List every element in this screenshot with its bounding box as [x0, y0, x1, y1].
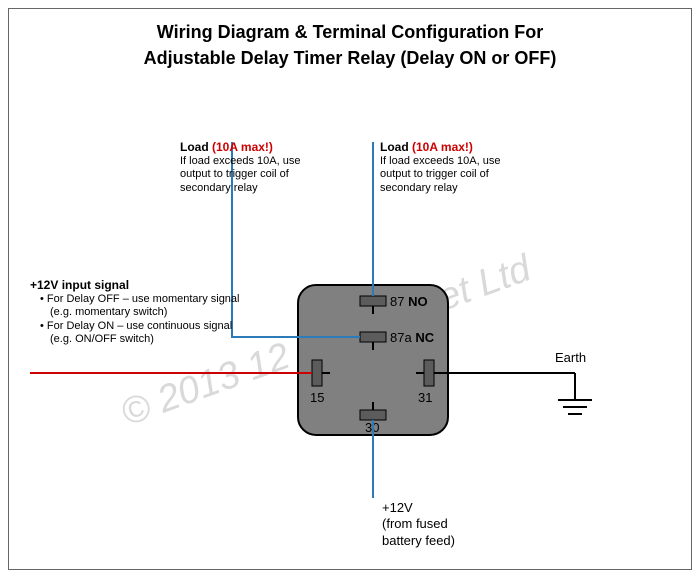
- terminal-87a-pad: [360, 332, 386, 342]
- input-bullet1a: For Delay OFF – use momentary signal: [47, 293, 240, 305]
- terminal-15-pad: [312, 360, 322, 386]
- bottom-feed-label: +12V (from fused battery feed): [382, 500, 455, 549]
- load-left-b1: If load exceeds 10A, use: [180, 155, 300, 167]
- load-right-b1: If load exceeds 10A, use: [380, 155, 500, 167]
- load-right-b2: output to trigger coil of: [380, 168, 489, 180]
- terminal-31-pad: [424, 360, 434, 386]
- load-left-b2: output to trigger coil of: [180, 168, 289, 180]
- bottom-feed-l2: (from fused: [382, 516, 448, 531]
- input-bullet2b: (e.g. ON/OFF switch): [30, 333, 154, 346]
- terminal-87-pad: [360, 296, 386, 306]
- load-right-b3: secondary relay: [380, 182, 458, 194]
- input-bullet2a: For Delay ON – use continuous signal: [47, 320, 232, 332]
- terminal-30-pad: [360, 410, 386, 420]
- load-right-head-prefix: Load: [380, 140, 412, 154]
- terminal-87-label: 87 NO: [390, 294, 428, 309]
- load-note-left: Load (10A max!) If load exceeds 10A, use…: [180, 140, 340, 195]
- bottom-feed-l3: battery feed): [382, 533, 455, 548]
- terminal-15-label: 15: [310, 390, 324, 405]
- load-left-b3: secondary relay: [180, 182, 258, 194]
- input-note-heading: +12V input signal: [30, 278, 129, 292]
- input-bullet1b: (e.g. momentary switch): [30, 306, 167, 319]
- bottom-feed-l1: +12V: [382, 500, 413, 515]
- input-signal-note: +12V input signal • For Delay OFF – use …: [30, 278, 260, 346]
- earth-label: Earth: [555, 350, 586, 366]
- load-note-right: Load (10A max!) If load exceeds 10A, use…: [380, 140, 540, 195]
- load-left-warn: (10A max!): [212, 140, 273, 154]
- load-right-warn: (10A max!): [412, 140, 473, 154]
- terminal-87a-label: 87a NC: [390, 330, 435, 345]
- load-left-head-prefix: Load: [180, 140, 212, 154]
- terminal-31-label: 31: [418, 390, 432, 405]
